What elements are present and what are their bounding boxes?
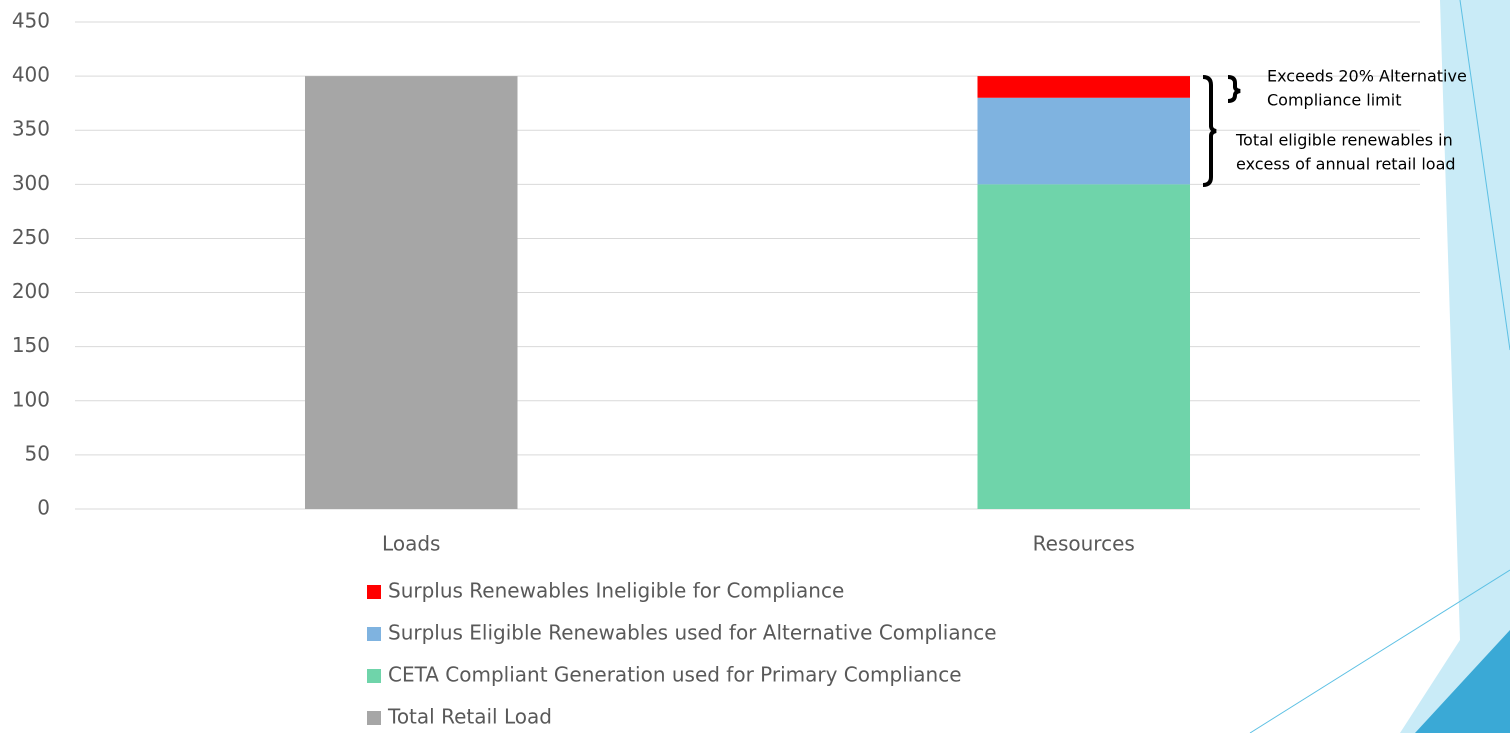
y-tick-label: 0 — [37, 496, 50, 520]
legend-label: Surplus Eligible Renewables used for Alt… — [388, 621, 997, 645]
annotation: Total eligible renewables in — [1235, 131, 1453, 150]
y-tick-label: 450 — [12, 9, 50, 33]
bar-segment — [977, 97, 1191, 185]
y-tick-label: 400 — [12, 63, 50, 87]
brace-large — [1202, 75, 1217, 187]
annotation: Exceeds 20% Alternative — [1267, 67, 1467, 86]
y-tick-label: 350 — [12, 117, 50, 141]
y-tick-label: 200 — [12, 279, 50, 303]
y-tick-label: 150 — [12, 333, 50, 357]
legend-label: CETA Compliant Generation used for Prima… — [388, 663, 962, 687]
annotation: Compliance limit — [1267, 91, 1401, 110]
legend-swatch — [367, 711, 381, 725]
y-tick-label: 300 — [12, 171, 50, 195]
bar-segment — [304, 76, 518, 509]
annotation: excess of annual retail load — [1236, 155, 1456, 174]
legend-swatch — [367, 585, 381, 599]
x-tick-label: Loads — [382, 532, 440, 556]
legend-label: Total Retail Load — [387, 705, 552, 729]
braces — [1202, 75, 1241, 187]
legend-swatch — [367, 669, 381, 683]
legend-swatch — [367, 627, 381, 641]
bar-segment — [977, 76, 1191, 98]
y-tick-label: 50 — [25, 441, 50, 465]
brace-small — [1227, 75, 1241, 103]
y-tick-label: 250 — [12, 225, 50, 249]
x-tick-label: Resources — [1033, 532, 1135, 556]
background-decoration — [1249, 0, 1510, 733]
bar-segment — [977, 184, 1191, 510]
y-tick-label: 100 — [12, 387, 50, 411]
legend-label: Surplus Renewables Ineligible for Compli… — [388, 579, 844, 603]
